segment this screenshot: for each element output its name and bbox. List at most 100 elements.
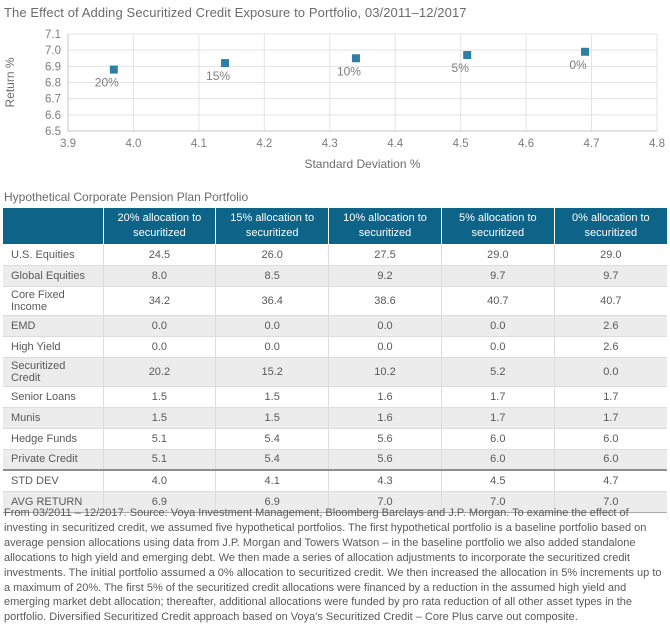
cell-value: 0.0 xyxy=(103,314,217,336)
cell-value: 27.5 xyxy=(328,243,442,265)
point-label: 5% xyxy=(452,61,470,75)
table-row: Senior Loans 1.5 1.5 1.6 1.7 1.7 xyxy=(3,385,667,407)
cell-value: 26.0 xyxy=(215,243,330,265)
cell-value: 6.0 xyxy=(554,448,667,470)
row-label: Munis xyxy=(3,406,104,428)
cell-value: 2.6 xyxy=(554,335,667,357)
cell-value: 1.6 xyxy=(328,385,442,407)
gridlines xyxy=(67,33,658,132)
scatter-plot-svg: 6.5 6.6 6.7 6.8 6.9 7.0 7.1 3.9 4.0 4.1 4.2 4.3 4.4 4… xyxy=(3,29,665,171)
cell-value: 1.5 xyxy=(103,406,217,428)
cell-value: 1.6 xyxy=(328,406,442,428)
cell-value: 8.0 xyxy=(103,264,217,286)
cell-value: 29.0 xyxy=(554,243,667,265)
row-label: EMD xyxy=(3,314,104,336)
cell-value: 1.5 xyxy=(215,406,330,428)
cell-value: 0.0 xyxy=(441,335,555,357)
cell-value: 0.0 xyxy=(215,314,330,336)
data-point-marker-10 xyxy=(351,54,360,63)
column-header: 15% allocation to securitized xyxy=(215,208,330,244)
allocation-table: 20% allocation to securitized 15% allocat… xyxy=(3,208,667,513)
table-title: Hypothetical Corporate Pension Plan Port… xyxy=(4,190,249,204)
cell-value: 24.5 xyxy=(103,243,217,265)
cell-value: 7.0 xyxy=(328,490,442,513)
cell-value: 2.6 xyxy=(554,314,667,336)
cell-value: 15.2 xyxy=(215,356,330,386)
cell-value: 0.0 xyxy=(103,335,217,357)
cell-value: 6.0 xyxy=(554,427,667,449)
table-row: Securitized Credit 20.2 15.2 10.2 5.2 0.0 xyxy=(3,356,667,386)
y-axis: 6.5 6.6 6.7 6.8 6.9 7.0 7.1 xyxy=(45,29,61,138)
cell-value: 40.7 xyxy=(441,285,555,315)
table-row: Hedge Funds 5.1 5.4 5.6 6.0 6.0 xyxy=(3,427,667,449)
x-tick-label: 4.7 xyxy=(584,138,600,150)
cell-value: 4.0 xyxy=(103,469,217,491)
y-tick-label: 6.6 xyxy=(45,110,61,122)
cell-value: 9.7 xyxy=(441,264,555,286)
x-tick-label: 4.8 xyxy=(649,138,665,150)
scatter-chart: 6.5 6.6 6.7 6.8 6.9 7.0 7.1 3.9 4.0 4.1 4.2 4.3 4.4 4… xyxy=(0,26,670,176)
cell-value: 6.0 xyxy=(441,427,555,449)
x-tick-label: 4.1 xyxy=(191,138,207,150)
cell-value: 8.5 xyxy=(215,264,330,286)
header-row: 20% allocation to securitized 15% allocat… xyxy=(3,208,667,244)
source-footnote: From 03/2011 – 12/2017. Source: Voya Inv… xyxy=(4,507,662,624)
cell-value: 6.0 xyxy=(441,448,555,470)
cell-value: 0.0 xyxy=(554,356,667,386)
cell-value: 0.0 xyxy=(328,335,442,357)
x-tick-label: 4.2 xyxy=(256,138,272,150)
cell-value: 1.7 xyxy=(441,406,555,428)
table-header: 20% allocation to securitized 15% allocat… xyxy=(3,208,667,244)
row-label: Securitized Credit xyxy=(3,356,104,386)
cell-value: 6.9 xyxy=(215,490,330,513)
table-row: EMD 0.0 0.0 0.0 0.0 2.6 xyxy=(3,314,667,336)
cell-value: 5.1 xyxy=(103,427,217,449)
cell-value: 7.0 xyxy=(554,490,667,513)
row-label: High Yield xyxy=(3,335,104,357)
cell-value: 5.6 xyxy=(328,427,442,449)
cell-value: 1.7 xyxy=(554,385,667,407)
data-points: 20% 15% 10% 5% 0% xyxy=(95,47,590,90)
row-label: U.S. Equities xyxy=(3,243,104,265)
cell-value: 5.2 xyxy=(441,356,555,386)
point-label: 15% xyxy=(206,69,230,83)
cell-value: 38.6 xyxy=(328,285,442,315)
table-row: Global Equities 8.0 8.5 9.2 9.7 9.7 xyxy=(3,264,667,286)
point-label: 10% xyxy=(337,64,361,78)
x-tick-label: 4.6 xyxy=(518,138,534,150)
cell-value: 1.5 xyxy=(103,385,217,407)
cell-value: 5.1 xyxy=(103,448,217,470)
x-tick-label: 4.4 xyxy=(387,138,404,150)
data-point-marker-20 xyxy=(109,65,118,74)
header-corner-cell xyxy=(3,208,104,244)
data-point-marker-15 xyxy=(221,59,230,68)
row-label: AVG RETURN xyxy=(3,490,104,513)
table-row: U.S. Equities 24.5 26.0 27.5 29.0 29.0 xyxy=(3,243,667,265)
cell-value: 10.2 xyxy=(328,356,442,386)
table-row: Munis 1.5 1.5 1.6 1.7 1.7 xyxy=(3,406,667,428)
row-label: Senior Loans xyxy=(3,385,104,407)
row-label: Hedge Funds xyxy=(3,427,104,449)
y-tick-label: 6.8 xyxy=(45,78,61,90)
row-label: STD DEV xyxy=(3,469,104,491)
cell-value: 40.7 xyxy=(554,285,667,315)
cell-value: 5.4 xyxy=(215,427,330,449)
y-tick-label: 7.1 xyxy=(45,29,61,41)
row-label: Core Fixed Income xyxy=(3,285,104,315)
table-row: AVG RETURN 6.9 6.9 7.0 7.0 7.0 xyxy=(3,490,667,513)
table-row: Core Fixed Income 34.2 36.4 38.6 40.7 40.7 xyxy=(3,285,667,315)
cell-value: 20.2 xyxy=(103,356,217,386)
page-title: The Effect of Adding Securitized Credit … xyxy=(4,5,467,20)
cell-value: 6.9 xyxy=(103,490,217,513)
y-tick-label: 6.7 xyxy=(45,94,61,106)
cell-value: 5.6 xyxy=(328,448,442,470)
point-label: 0% xyxy=(569,58,587,72)
table-row: High Yield 0.0 0.0 0.0 0.0 2.6 xyxy=(3,335,667,357)
cell-value: 9.7 xyxy=(554,264,667,286)
x-tick-label: 4.5 xyxy=(453,138,469,150)
table-body: U.S. Equities 24.5 26.0 27.5 29.0 29.0 Global … xyxy=(3,243,667,513)
cell-value: 5.4 xyxy=(215,448,330,470)
column-header: 5% allocation to securitized xyxy=(441,208,555,244)
cell-value: 4.7 xyxy=(554,469,667,491)
